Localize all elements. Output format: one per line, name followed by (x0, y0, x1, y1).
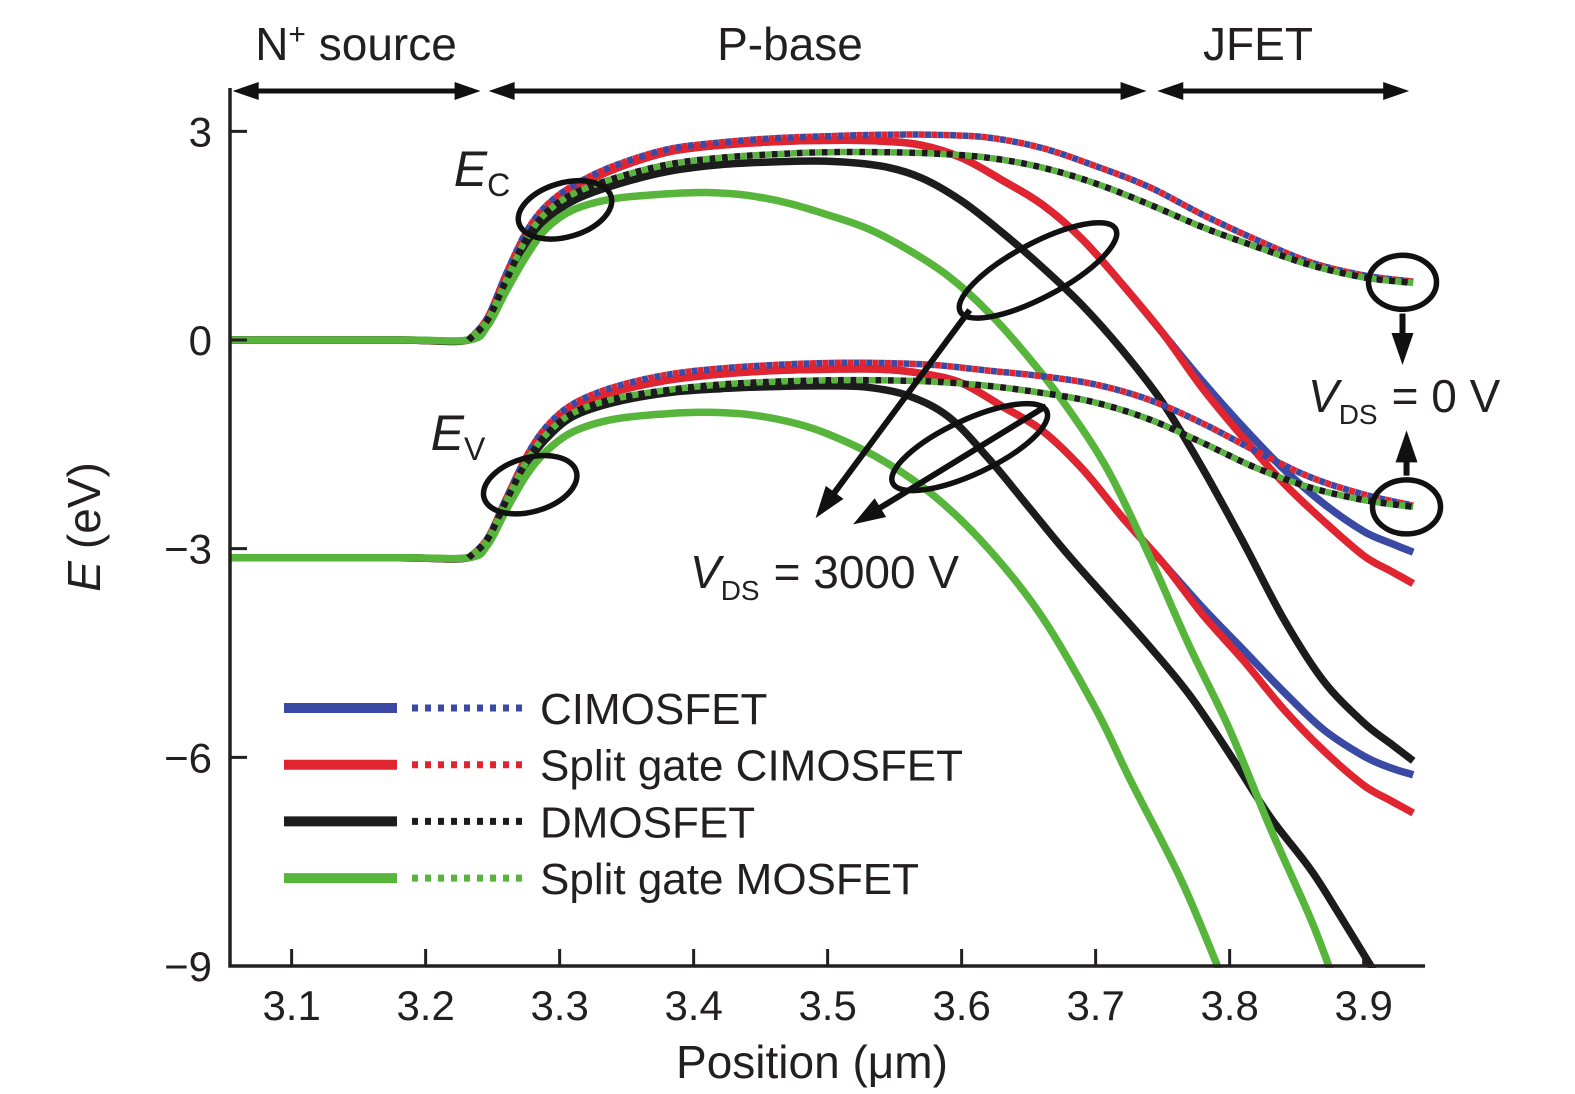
region-label-jfet: JFET (1203, 18, 1313, 70)
ec-band-label: EC (454, 141, 510, 203)
vds3000-arrow-lower (853, 403, 1048, 525)
legend-item-1: CIMOSFET (284, 685, 767, 734)
y-tick-label-0: 0 (189, 317, 212, 364)
curve-ec-splitgate-mosfet-0v (466, 148, 1414, 343)
curve-ec-cimosfet-3000v (230, 136, 1415, 556)
ev-zero-circle (1369, 477, 1444, 537)
vds0-arrow-lower (1395, 430, 1418, 476)
ev-junction-circle (480, 452, 580, 517)
ec-zero-circle (1365, 252, 1440, 313)
x-tick-label-3.6: 3.6 (932, 982, 990, 1029)
x-tick-label-3.7: 3.7 (1066, 982, 1124, 1029)
region-arrow-n-source (232, 82, 481, 100)
x-tick-label-3.8: 3.8 (1200, 982, 1258, 1029)
curve-ec-cimosfet-0v (466, 131, 1414, 343)
vds3000-arrow-upper (815, 308, 973, 519)
region-label-p-base: P-base (717, 18, 863, 70)
legend-label: Split gate MOSFET (540, 855, 919, 904)
x-tick-label-3.2: 3.2 (396, 982, 454, 1029)
curve-ec-splitgate-cimosfet-0v (466, 131, 1414, 343)
ec-junction-circle (515, 178, 615, 242)
ec-bias-ellipse (956, 219, 1120, 321)
legend-label: DMOSFET (540, 798, 755, 847)
curve-ev-splitgate-cimosfet-0v (466, 359, 1414, 561)
y-tick-label-3: 3 (189, 108, 212, 155)
legend-item-2: Split gate CIMOSFET (284, 742, 963, 791)
legend-item-3: DMOSFET (284, 798, 755, 847)
x-tick-label-3.3: 3.3 (530, 982, 588, 1029)
vds-3000v-label: VDS = 3000 V (690, 546, 959, 606)
y-tick-label--6: −6 (164, 734, 212, 781)
ev-bias-ellipse (889, 400, 1051, 494)
curve-ev-dmosfet-0v (466, 376, 1414, 561)
x-tick-label-3.4: 3.4 (664, 982, 722, 1029)
x-tick-label-3.9: 3.9 (1334, 982, 1392, 1029)
x-tick-label-3.1: 3.1 (262, 982, 320, 1029)
curve-ec-splitgate-mosfet-3000v (230, 188, 1334, 968)
legend-label: CIMOSFET (540, 685, 767, 734)
region-arrow-p-base (488, 82, 1147, 100)
annotation-layer (480, 178, 1444, 537)
x-tick-label-3.5: 3.5 (798, 982, 856, 1029)
y-axis-title: E(eV) (58, 462, 110, 592)
curves-layer (230, 131, 1416, 968)
legend: CIMOSFET Split gate CIMOSFET DMOSFET Split … (284, 685, 963, 904)
vds-0v-label: VDS = 0 V (1308, 370, 1501, 430)
y-tick-label--9: −9 (164, 943, 212, 990)
y-tick-label--3: −3 (164, 526, 212, 573)
ev-band-label: EV (431, 405, 486, 467)
curve-ev-cimosfet-0v (466, 359, 1414, 561)
legend-label: Split gate CIMOSFET (540, 742, 963, 791)
region-label-n-source: N+ source (255, 18, 457, 70)
axis-frame (228, 88, 1425, 968)
vds0-arrow-upper (1391, 313, 1414, 366)
legend-item-4: Split gate MOSFET (284, 855, 919, 904)
region-arrow-jfet (1157, 82, 1410, 100)
axes-layer: 3 0 −3 −6 −9 3.1 3.2 3.3 3.4 3.5 3.6 3.7 3.8 3.9 (164, 82, 1425, 1029)
x-axis-title: Position (μm) (676, 1036, 948, 1088)
